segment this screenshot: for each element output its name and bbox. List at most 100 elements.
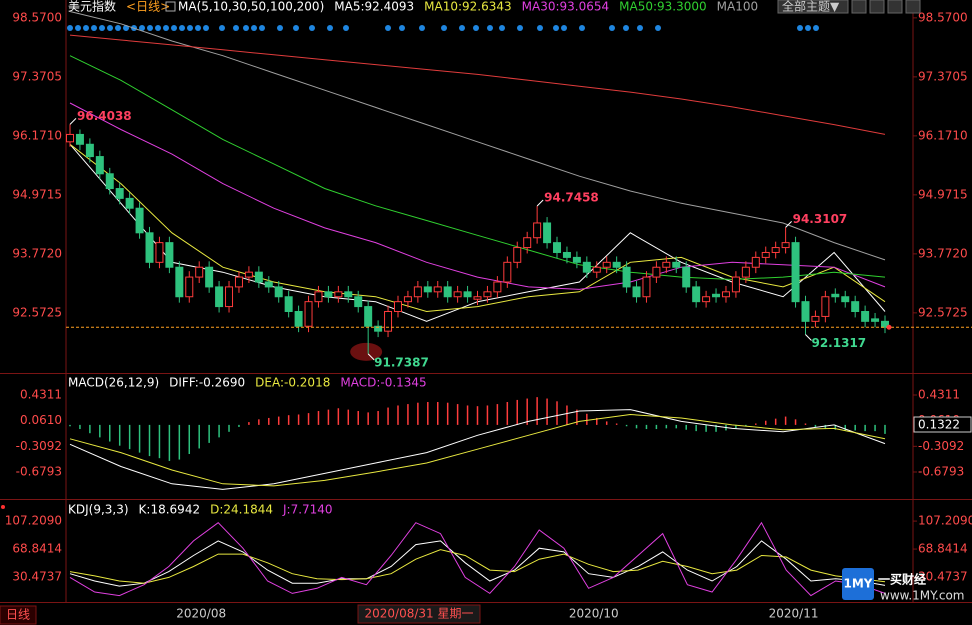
cursor-date-box (357, 604, 481, 624)
high-label: 94.7458 (544, 190, 599, 204)
y-tick-label: 98.5700 (12, 10, 62, 24)
candle-body (284, 296, 293, 313)
low-pointer (367, 353, 375, 361)
candle-body (423, 286, 432, 293)
signal-dot (623, 25, 629, 31)
indicator-line (69, 540, 886, 587)
indicator-line (69, 409, 886, 490)
candle-body (592, 266, 601, 273)
icon (165, 1, 176, 12)
candle-body (702, 296, 711, 303)
candle-body (801, 301, 810, 322)
signal-dot (107, 25, 113, 31)
indicator-line (69, 34, 886, 135)
signal-dot (399, 25, 405, 31)
candle-body (841, 296, 850, 303)
candle-body (761, 251, 770, 258)
y-tick-label-right: 98.5700 (918, 10, 968, 24)
signal-dot (67, 25, 73, 31)
period-tab-label[interactable]: 日线 (6, 608, 30, 622)
signal-dot (187, 25, 193, 31)
signal-dot (293, 25, 299, 31)
high-pointer (785, 221, 792, 228)
tool-button[interactable] (851, 0, 867, 14)
candle-body (334, 291, 343, 298)
candle-body (125, 197, 134, 209)
candle-body (582, 261, 591, 273)
signal-dot (553, 25, 559, 31)
low-pointer (805, 334, 812, 341)
candle-body (205, 266, 214, 288)
y-tick-label: 30.4737 (12, 570, 62, 584)
tool-button[interactable] (887, 0, 903, 14)
candle-body (741, 266, 750, 278)
signal-dot (499, 25, 505, 31)
candle-body (771, 247, 780, 253)
candle-body (562, 251, 571, 258)
candle-body (572, 256, 581, 263)
signal-dot (655, 25, 661, 31)
candle-body (731, 276, 740, 293)
y-tick-label-right: 96.1710 (918, 128, 968, 142)
signal-dot (805, 25, 811, 31)
candle-body (433, 286, 442, 293)
watermark: 1MY 一买财经 www.1MY.com (842, 568, 965, 603)
candle-body (692, 286, 701, 303)
candle-body (523, 237, 532, 249)
y-tick-label-right: 93.7720 (918, 246, 968, 260)
cursor-value: 0.1322 (918, 418, 960, 432)
low-label: 92.1317 (811, 336, 866, 350)
y-tick-label-right: 92.5725 (918, 305, 968, 319)
indicator-line (69, 143, 886, 313)
x-tick-label: 2020/08 (176, 607, 226, 621)
candle-body (662, 261, 671, 268)
candle-body (314, 291, 323, 303)
high-label: 96.4038 (77, 109, 132, 123)
candle-body (871, 318, 880, 322)
signal-dot (99, 25, 105, 31)
ma-params: MA(5,10,30,50,100,200) (178, 0, 324, 14)
candle-body (632, 286, 641, 298)
indicator-line (69, 11, 886, 261)
candle-body (264, 281, 273, 288)
y-tick-label-right: 30.4737 (918, 570, 968, 584)
candle-body (75, 133, 84, 145)
signal-dot (243, 25, 249, 31)
signal-dot (155, 25, 161, 31)
signal-dot (579, 25, 585, 31)
legend-entry: J:7.7140 (282, 503, 333, 517)
period-tab[interactable] (0, 605, 37, 625)
low-highlight (350, 342, 383, 361)
high-label: 94.3107 (793, 212, 848, 226)
legend-entry: MA5:92.4093 (334, 0, 414, 14)
signal-dot (163, 25, 169, 31)
candle-body (225, 286, 234, 308)
y-tick-label-right: 68.8414 (918, 542, 968, 556)
candle-body (165, 242, 174, 268)
candle-body (473, 296, 482, 300)
indicator-line (69, 413, 886, 487)
indicator-title: KDJ(9,3,3) (68, 503, 129, 517)
candle-body (304, 301, 313, 327)
tool-button[interactable] (869, 0, 885, 14)
candle-body (195, 266, 204, 278)
candle-body (254, 271, 263, 283)
candle-body (364, 306, 373, 327)
candle-body (115, 188, 124, 199)
tool-button[interactable] (905, 0, 921, 14)
candle-body (393, 301, 402, 313)
candle-body (821, 296, 830, 317)
candle-body (66, 133, 74, 143)
candle-body (135, 207, 144, 234)
legend-entry: MA30:93.0654 (522, 0, 610, 14)
legend-entry: MA100 (717, 0, 758, 14)
high-pointer (536, 199, 544, 207)
signal-dot (219, 25, 225, 31)
candle-body (751, 256, 760, 268)
candle-body (622, 266, 631, 288)
theme-button[interactable] (777, 0, 849, 14)
legend-entry: DEA:-0.2018 (255, 376, 330, 390)
theme-button-label[interactable]: 全部主题▼ (782, 0, 840, 14)
candle-body (881, 320, 889, 328)
candle-body (602, 261, 611, 268)
